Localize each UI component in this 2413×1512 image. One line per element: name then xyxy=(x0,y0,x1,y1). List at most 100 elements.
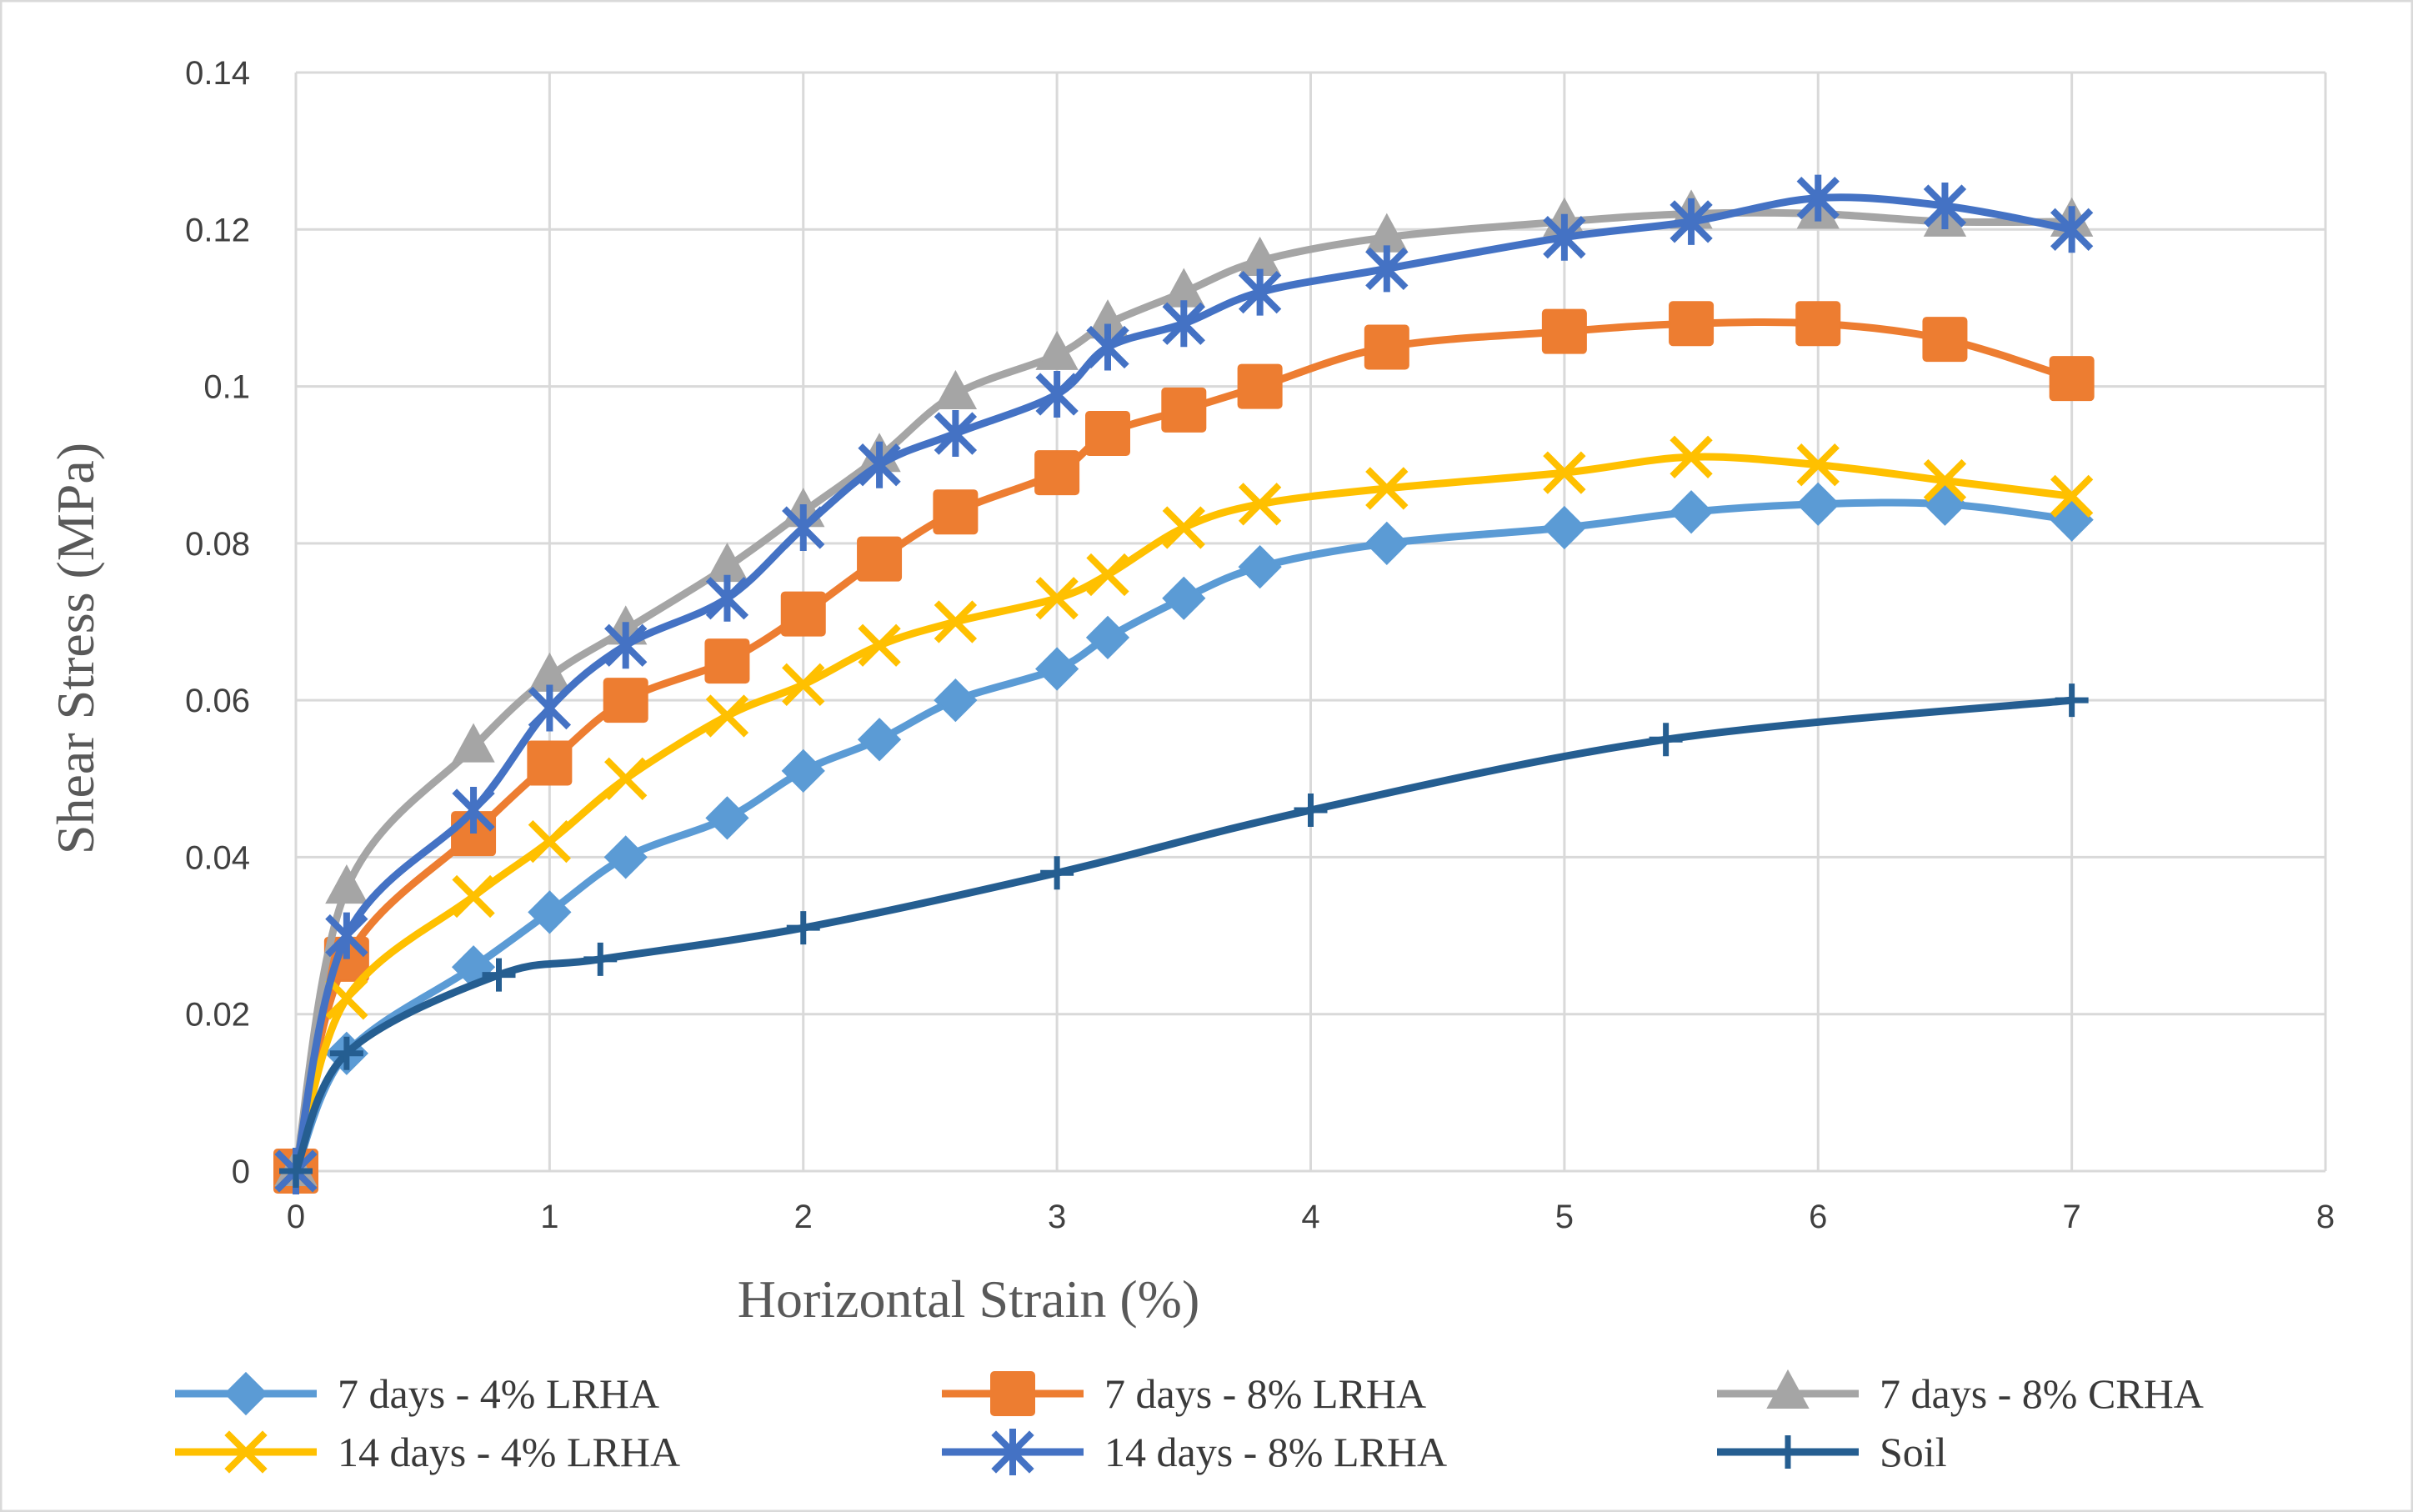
x-axis-ticks: 0 1 2 3 4 5 6 7 8 xyxy=(287,1199,2335,1235)
series-1-point-15 xyxy=(1669,301,1715,347)
series-3-point-8 xyxy=(934,600,978,643)
series-1 xyxy=(273,301,2095,1194)
series-5-point-1 xyxy=(329,1036,363,1070)
series-3-point-13 xyxy=(1365,467,1409,510)
y-tick-label: 0 xyxy=(232,1154,250,1190)
series-3-point-18 xyxy=(2050,474,2094,518)
series-2-point-8 xyxy=(934,369,978,409)
series-0-point-10 xyxy=(1085,615,1130,659)
series-5-point-3 xyxy=(583,942,618,976)
series-4-point-10 xyxy=(1086,323,1129,371)
series-3-point-16 xyxy=(1796,443,1840,487)
legend-item-3: 14 days - 4% LRHA xyxy=(175,1429,680,1475)
y-tick-label: 0.02 xyxy=(185,997,250,1034)
legend-label: 14 days - 8% LRHA xyxy=(1104,1429,1447,1475)
legend: 7 days - 4% LRHA 7 days - 8% LRHA 7 days -… xyxy=(175,1369,2204,1475)
series-0-point-12 xyxy=(1238,544,1282,589)
x-tick-label: 6 xyxy=(1809,1199,1827,1235)
y-tick-label: 0.12 xyxy=(185,212,250,248)
legend-label: 7 days - 4% LRHA xyxy=(338,1370,659,1417)
series-3-point-4 xyxy=(604,757,648,800)
x-axis-title: Horizontal Strain (%) xyxy=(738,1269,1200,1329)
series-3-point-3 xyxy=(528,819,572,864)
series-1-point-10 xyxy=(1085,411,1130,457)
series-5-point-0 xyxy=(279,1154,313,1188)
legend-swatch-marker xyxy=(1766,1369,1810,1409)
legend-swatch-marker xyxy=(223,1371,268,1416)
series-5-point-4 xyxy=(786,911,820,945)
series-2-point-1 xyxy=(325,864,368,904)
series-0-point-13 xyxy=(1364,521,1409,565)
series-0-point-16 xyxy=(1796,482,1840,526)
series-3-point-12 xyxy=(1238,483,1282,526)
series-4-point-16 xyxy=(1796,174,1840,222)
series-5-point-6 xyxy=(1294,793,1328,827)
series-2-point-9 xyxy=(1035,330,1079,370)
series-1-point-13 xyxy=(1364,324,1409,370)
series-0-point-14 xyxy=(1542,505,1586,550)
series-5-point-8 xyxy=(2055,683,2089,718)
series-0-point-7 xyxy=(857,718,902,762)
series-1-point-12 xyxy=(1237,363,1283,409)
series-3-point-11 xyxy=(1162,506,1205,549)
series-4-point-14 xyxy=(1543,213,1586,261)
series-1-point-6 xyxy=(780,591,826,637)
series-4-point-8 xyxy=(934,410,978,458)
series-0-point-3 xyxy=(528,890,572,934)
series-0-point-8 xyxy=(934,678,978,723)
series-2-point-2 xyxy=(452,723,495,763)
legend-label: 7 days - 8% LRHA xyxy=(1104,1370,1426,1417)
series-4 xyxy=(274,174,2094,1194)
series-0-point-6 xyxy=(781,748,825,793)
x-tick-label: 4 xyxy=(1301,1199,1319,1235)
x-tick-label: 3 xyxy=(1048,1199,1066,1235)
y-tick-label: 0.08 xyxy=(185,526,250,563)
x-tick-label: 7 xyxy=(2063,1199,2081,1235)
series-4-point-11 xyxy=(1162,300,1205,348)
legend-swatch-marker xyxy=(224,1430,268,1474)
series-3-point-17 xyxy=(1923,458,1967,503)
x-tick-label: 0 xyxy=(287,1199,305,1235)
legend-item-1: 7 days - 8% LRHA xyxy=(942,1370,1426,1417)
series-0-point-9 xyxy=(1035,647,1079,691)
x-tick-label: 2 xyxy=(794,1199,813,1235)
series-4-point-15 xyxy=(1670,198,1713,245)
series-1-point-16 xyxy=(1795,301,1841,347)
series-0-point-11 xyxy=(1162,576,1206,620)
y-tick-label: 0.06 xyxy=(185,683,250,719)
series-0-point-5 xyxy=(705,796,749,840)
series-5 xyxy=(279,683,2089,1188)
series-5-point-2 xyxy=(482,958,516,992)
series-4-point-1 xyxy=(325,912,368,959)
x-tick-label: 1 xyxy=(540,1199,558,1235)
y-axis-title: Shear Stress (MPa) xyxy=(46,443,105,854)
legend-item-2: 7 days - 8% CRHA xyxy=(1717,1369,2204,1417)
series-5-point-7 xyxy=(1649,723,1683,757)
y-tick-label: 0.04 xyxy=(185,839,250,876)
series-4-point-9 xyxy=(1035,370,1079,418)
series-1-point-11 xyxy=(1161,387,1207,433)
legend-label: 7 days - 8% CRHA xyxy=(1880,1370,2204,1417)
series-1-point-5 xyxy=(704,638,750,684)
series-3 xyxy=(274,435,2094,1193)
series-1-point-17 xyxy=(1922,317,1968,363)
series-0-point-15 xyxy=(1669,490,1714,534)
series-1-point-9 xyxy=(1034,450,1080,496)
y-axis-ticks: 0 0.02 0.04 0.06 0.08 0.1 0.12 0.14 xyxy=(185,55,250,1190)
legend-swatch-marker xyxy=(990,1371,1035,1416)
series-4-point-2 xyxy=(452,786,495,834)
y-tick-label: 0.14 xyxy=(185,55,250,92)
series-3-point-6 xyxy=(782,663,825,706)
series-1-point-7 xyxy=(857,536,903,582)
series-3-point-9 xyxy=(1035,577,1079,620)
x-tick-label: 8 xyxy=(2316,1199,2335,1235)
series-4-point-18 xyxy=(2050,206,2094,253)
series-3-point-15 xyxy=(1670,435,1713,478)
series-4-point-7 xyxy=(858,441,901,488)
series-4-point-6 xyxy=(782,504,825,552)
series-4-point-4 xyxy=(604,622,648,669)
series-4-point-13 xyxy=(1365,245,1409,293)
